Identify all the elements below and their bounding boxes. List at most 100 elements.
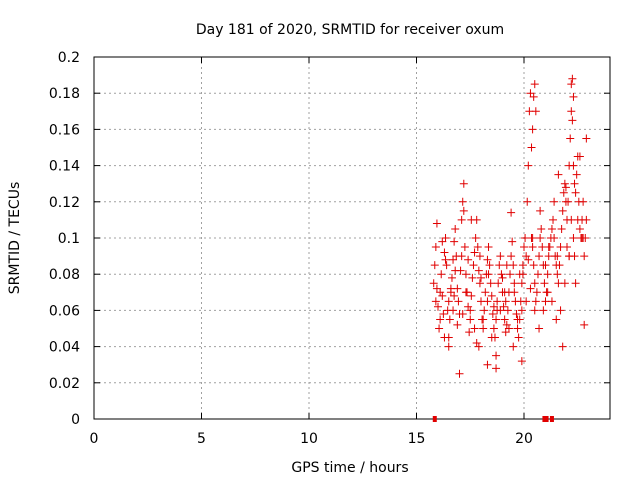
data-point bbox=[575, 152, 584, 161]
y-tick-label: 0.14 bbox=[49, 159, 80, 175]
rug-marker bbox=[432, 416, 437, 422]
data-point bbox=[487, 333, 496, 342]
data-point bbox=[547, 297, 556, 306]
data-point bbox=[431, 297, 440, 306]
data-point bbox=[528, 243, 537, 252]
data-point bbox=[438, 291, 447, 300]
data-point bbox=[495, 261, 504, 270]
data-point bbox=[439, 310, 448, 319]
x-rug-markers bbox=[432, 416, 554, 422]
data-point bbox=[523, 197, 532, 206]
data-point bbox=[458, 197, 467, 206]
y-tick-label: 0.2 bbox=[58, 50, 80, 66]
data-point bbox=[514, 333, 523, 342]
gridlines bbox=[94, 57, 610, 419]
data-point bbox=[536, 206, 545, 215]
data-point bbox=[468, 273, 477, 282]
data-point bbox=[560, 179, 569, 188]
data-point bbox=[579, 197, 588, 206]
y-axis-label: SRMTID / TECUs bbox=[7, 182, 23, 295]
data-point bbox=[485, 261, 494, 270]
y-tick-label: 0.1 bbox=[58, 231, 80, 247]
data-point bbox=[444, 297, 453, 306]
data-point bbox=[474, 342, 483, 351]
data-point bbox=[449, 255, 458, 264]
data-point bbox=[582, 134, 591, 143]
data-point bbox=[466, 315, 475, 324]
data-point bbox=[497, 270, 506, 279]
data-point bbox=[473, 243, 482, 252]
data-point bbox=[527, 234, 536, 242]
data-point bbox=[487, 291, 496, 300]
data-point bbox=[520, 243, 528, 252]
data-point bbox=[549, 215, 558, 224]
data-point bbox=[531, 297, 540, 306]
data-point bbox=[518, 261, 527, 270]
data-point bbox=[532, 288, 541, 297]
data-point bbox=[531, 107, 540, 116]
data-point bbox=[569, 161, 578, 170]
data-point bbox=[570, 179, 579, 188]
data-point bbox=[486, 279, 495, 288]
y-tick-label: 0 bbox=[71, 412, 80, 428]
data-point bbox=[535, 324, 544, 333]
data-point bbox=[554, 170, 563, 179]
data-point bbox=[465, 328, 474, 337]
data-point bbox=[488, 310, 497, 319]
data-point bbox=[560, 279, 569, 288]
data-point bbox=[568, 74, 577, 83]
y-tick-label: 0.18 bbox=[49, 86, 80, 102]
data-point bbox=[508, 237, 517, 246]
data-point bbox=[537, 224, 546, 233]
data-point bbox=[559, 188, 568, 197]
data-point bbox=[451, 266, 460, 275]
data-point bbox=[540, 279, 549, 288]
data-point bbox=[575, 224, 584, 233]
data-point bbox=[435, 324, 444, 333]
data-points bbox=[429, 74, 591, 378]
y-tick-label: 0.02 bbox=[49, 376, 80, 392]
data-point bbox=[445, 315, 454, 324]
data-point bbox=[527, 143, 536, 152]
data-point bbox=[530, 80, 539, 89]
data-point bbox=[442, 261, 451, 270]
data-point bbox=[496, 252, 505, 261]
data-point bbox=[492, 351, 501, 360]
data-point bbox=[530, 279, 539, 288]
data-point bbox=[493, 306, 502, 315]
rug-marker bbox=[549, 416, 554, 422]
data-point bbox=[454, 297, 463, 306]
data-point bbox=[441, 255, 450, 264]
chart-title: Day 181 of 2020, SRMTID for receiver oxu… bbox=[196, 22, 504, 38]
x-tick-label: 10 bbox=[300, 431, 318, 447]
data-point bbox=[547, 224, 556, 233]
data-point bbox=[513, 315, 522, 324]
data-point bbox=[483, 360, 492, 369]
data-point bbox=[502, 320, 511, 329]
data-point bbox=[498, 273, 507, 282]
data-point bbox=[567, 215, 576, 224]
data-point bbox=[467, 291, 476, 300]
data-point bbox=[564, 197, 573, 206]
data-point bbox=[529, 261, 538, 270]
data-point bbox=[501, 297, 510, 306]
data-point bbox=[517, 279, 526, 288]
data-point bbox=[544, 243, 553, 252]
data-point bbox=[441, 234, 450, 242]
data-point bbox=[453, 320, 462, 329]
data-point bbox=[517, 357, 526, 366]
data-point bbox=[502, 261, 511, 270]
data-point bbox=[499, 302, 508, 311]
data-point bbox=[500, 288, 509, 297]
x-tick-label: 15 bbox=[408, 431, 426, 447]
data-point bbox=[567, 107, 576, 116]
data-point bbox=[533, 270, 542, 279]
data-point bbox=[503, 306, 512, 315]
data-point bbox=[572, 170, 581, 179]
data-point bbox=[474, 266, 483, 275]
data-point bbox=[510, 288, 519, 297]
data-point bbox=[484, 243, 493, 252]
data-point bbox=[501, 328, 510, 337]
data-point bbox=[440, 248, 449, 257]
x-tick-label: 0 bbox=[90, 431, 99, 447]
